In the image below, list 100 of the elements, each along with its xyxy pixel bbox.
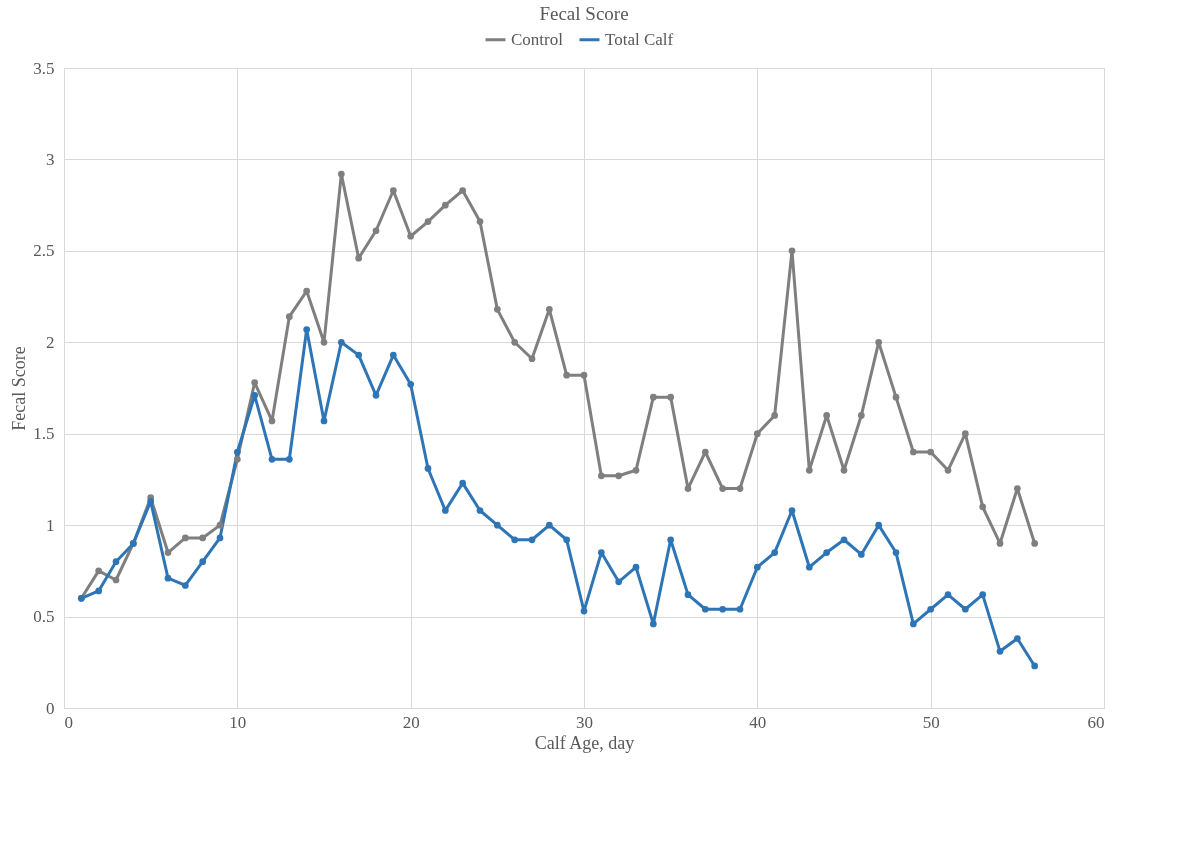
point [597,549,605,556]
point [181,534,189,542]
point [996,540,1004,547]
point [649,393,657,401]
point [407,232,415,240]
y-tick-label: 0.5 [33,607,55,627]
point [909,620,917,628]
point [979,503,987,511]
point [424,465,432,472]
point [164,549,172,556]
point [805,466,813,474]
point [615,578,623,586]
y-tick-label: 3 [46,149,55,169]
point [1031,540,1039,547]
point [753,430,761,438]
point [753,563,761,571]
x-axis-title: Calf Age, day [534,732,635,753]
point [667,393,675,401]
y-tick-label: 3.5 [33,58,55,78]
point [441,201,449,209]
point [545,521,553,529]
point [771,549,779,556]
point [649,620,657,628]
point [667,536,675,544]
point [632,563,640,571]
point [251,391,259,399]
point [580,371,588,379]
point [320,338,328,346]
point [320,417,328,425]
point [545,306,553,313]
point [511,338,519,346]
point [389,351,397,359]
point [788,247,796,255]
point [355,351,363,359]
y-tick-label: 1.5 [33,424,55,444]
point [285,455,293,463]
point [303,326,311,333]
chart-title: Fecal Score [539,3,629,24]
point [875,521,883,529]
point [909,448,917,456]
point [875,338,883,346]
point [597,472,605,480]
x-tick-label: 40 [749,712,767,732]
point [424,218,432,225]
point [389,187,397,194]
point [112,576,120,584]
point [268,455,276,463]
x-tick-label: 10 [229,712,247,732]
point [736,605,744,613]
point [112,558,120,566]
point [493,306,501,313]
point [233,455,241,463]
point [961,605,969,613]
point [493,521,501,529]
point [1031,662,1039,670]
point [199,534,207,542]
point [441,507,449,514]
point [684,485,692,492]
point [355,254,363,262]
point [857,412,865,419]
point [632,466,640,474]
point [147,498,155,505]
y-tick-label: 2.5 [33,241,55,261]
point [944,466,952,474]
point [927,448,935,456]
point [580,607,588,615]
x-tick-label: 50 [922,712,940,732]
point [285,313,293,321]
point [805,563,813,571]
x-tick-label: 0 [64,712,73,732]
point [563,536,571,544]
point [771,412,779,419]
point [216,521,224,529]
point [528,355,536,363]
point [719,485,727,492]
point [840,466,848,474]
point [407,381,415,388]
point [164,574,172,582]
point [701,448,709,456]
point [927,605,935,613]
point [1013,635,1021,642]
point [372,227,380,235]
point [199,558,207,566]
y-axis-title: Fecal Score [9,346,30,431]
point [892,393,900,401]
point [268,417,276,425]
point [823,412,831,419]
point [996,647,1004,655]
point [459,187,467,194]
x-tick-label: 30 [576,712,593,732]
point [337,170,345,178]
point [216,534,224,542]
y-tick-label: 0 [46,698,55,718]
point [736,485,744,492]
point [944,591,952,598]
point [719,605,727,613]
point [303,287,311,295]
x-tick-label: 60 [1087,712,1105,732]
point [892,549,900,556]
legend-label: Control [511,29,564,49]
